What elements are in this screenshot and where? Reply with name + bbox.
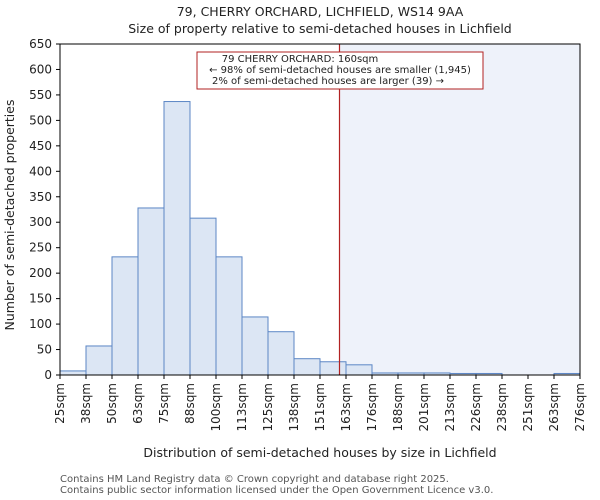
y-tick-label-50: 50 (37, 343, 52, 357)
chart-subtitle: Size of property relative to semi-detach… (128, 21, 511, 36)
x-tick-label-251sqm: 251sqm (521, 383, 535, 431)
y-tick-label-100: 100 (29, 317, 52, 331)
attribution-line-2: Contains public sector information licen… (60, 485, 494, 496)
chart-title: 79, CHERRY ORCHARD, LICHFIELD, WS14 9AA (177, 4, 464, 19)
bar-75sqm (163, 101, 191, 376)
x-tick-label-151sqm: 151sqm (313, 383, 327, 431)
x-tick-label-213sqm: 213sqm (443, 383, 457, 431)
x-tick-label-138sqm: 138sqm (287, 383, 301, 431)
y-tick-label-550: 550 (29, 88, 52, 102)
y-axis-ticks: 0 50 100 150 200 250 300 350 400 450 500 550 600 650 (29, 37, 60, 382)
marker-annotation: 79 CHERRY ORCHARD: 160sqm ← 98% of semi-… (196, 51, 484, 90)
bar-25sqm (59, 370, 87, 376)
bar-group (59, 101, 581, 376)
y-tick-label-300: 300 (29, 215, 52, 229)
x-tick-label-176sqm: 176sqm (365, 383, 379, 431)
y-tick-label-400: 400 (29, 164, 52, 178)
y-tick-label-650: 650 (29, 37, 52, 51)
y-tick-label-500: 500 (29, 113, 52, 127)
bar-125sqm (267, 331, 295, 376)
y-tick-label-200: 200 (29, 266, 52, 280)
x-tick-label-38sqm: 38sqm (79, 383, 93, 424)
y-axis-label: Number of semi-detached properties (2, 100, 17, 331)
highlight-region (339, 44, 580, 375)
bar-50sqm (111, 256, 139, 376)
x-tick-label-100sqm: 100sqm (209, 383, 223, 431)
y-tick-label-0: 0 (44, 368, 52, 382)
bar-100sqm (215, 256, 243, 376)
x-axis-label: Distribution of semi-detached houses by … (143, 445, 496, 460)
x-tick-label-238sqm: 238sqm (495, 383, 509, 431)
bar-38sqm (85, 345, 113, 376)
annotation-smaller: ← 98% of semi-detached houses are smalle… (209, 65, 471, 76)
x-tick-label-50sqm: 50sqm (105, 383, 119, 424)
x-tick-label-201sqm: 201sqm (417, 383, 431, 431)
y-tick-label-450: 450 (29, 139, 52, 153)
x-tick-label-125sqm: 125sqm (261, 383, 275, 431)
y-tick-label-150: 150 (29, 292, 52, 306)
x-tick-label-113sqm: 113sqm (235, 383, 249, 431)
x-tick-label-63sqm: 63sqm (131, 383, 145, 424)
bar-88sqm (189, 217, 217, 376)
x-tick-label-75sqm: 75sqm (157, 383, 171, 424)
bar-63sqm (137, 207, 165, 376)
x-tick-label-263sqm: 263sqm (547, 383, 561, 431)
x-tick-label-188sqm: 188sqm (391, 383, 405, 431)
y-tick-label-600: 600 (29, 62, 52, 76)
annotation-larger: 2% of semi-detached houses are larger (3… (212, 76, 444, 87)
x-tick-label-163sqm: 163sqm (339, 383, 353, 431)
x-tick-label-25sqm: 25sqm (53, 383, 67, 424)
bar-138sqm (293, 358, 321, 376)
y-tick-label-250: 250 (29, 241, 52, 255)
annotation-title: 79 CHERRY ORCHARD: 160sqm (222, 54, 379, 65)
x-tick-label-226sqm: 226sqm (469, 383, 483, 431)
plot-frame (59, 43, 581, 376)
x-tick-label-276sqm: 276sqm (573, 383, 587, 431)
annotation-box (196, 51, 484, 90)
x-axis-ticks: 25sqm 38sqm 50sqm 63sqm 75sqm 88sqm 100sqm 113s… (53, 375, 587, 431)
bar-163sqm (345, 364, 373, 376)
bar-113sqm (241, 316, 269, 376)
x-tick-label-88sqm: 88sqm (183, 383, 197, 424)
y-tick-label-350: 350 (29, 190, 52, 204)
bar-151sqm (319, 361, 347, 376)
attribution-line-1: Contains HM Land Registry data © Crown c… (60, 474, 449, 485)
